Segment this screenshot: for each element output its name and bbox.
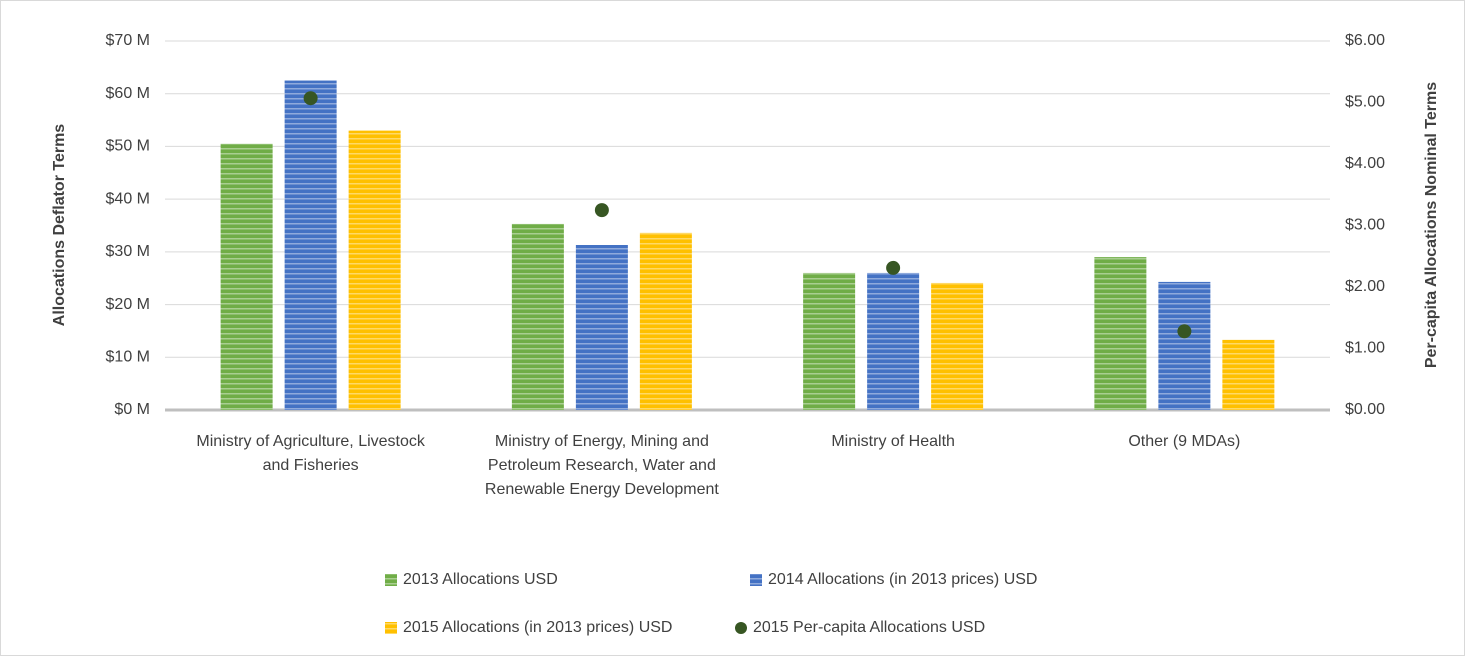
y-tick-label: $40 M — [106, 190, 150, 207]
y2-tick-label: $4.00 — [1345, 155, 1385, 172]
y2-tick-label: $3.00 — [1345, 217, 1385, 234]
y2-tick-label: $1.00 — [1345, 340, 1385, 357]
bar — [1222, 339, 1275, 410]
y-tick-label: $20 M — [106, 296, 150, 313]
data-point — [1177, 324, 1192, 339]
bar — [803, 272, 856, 410]
x-tick-label: Ministry of Health — [831, 433, 955, 450]
legend-label: 2013 Allocations USD — [403, 571, 558, 588]
bar — [1158, 281, 1211, 410]
x-tick-label: Other (9 MDAs) — [1128, 433, 1241, 450]
x-tick-label: Ministry of Energy, Mining and Petroleum… — [484, 433, 719, 498]
y-tick-label: $70 M — [106, 32, 150, 49]
y-tick-label: $60 M — [106, 85, 150, 102]
bar — [511, 223, 564, 410]
y2-tick-label: $0.00 — [1345, 401, 1385, 418]
y2-tick-label: $6.00 — [1345, 32, 1385, 49]
bar — [284, 80, 337, 411]
bar — [639, 232, 692, 410]
data-point — [594, 203, 609, 218]
y2-tick-label: $5.00 — [1345, 94, 1385, 111]
legend-marker — [735, 622, 747, 634]
x-tick-label: Ministry of Agriculture, Livestock and F… — [196, 433, 425, 474]
y2-tick-label: $2.00 — [1345, 278, 1385, 295]
bar — [1094, 257, 1147, 410]
y-tick-label: $30 M — [106, 243, 150, 260]
y-tick-label: $10 M — [106, 349, 150, 366]
y-tick-label: $50 M — [106, 138, 150, 155]
y-axis-title: Allocations Deflator Terms — [51, 124, 68, 327]
legend-label: 2015 Allocations (in 2013 prices) USD — [403, 619, 672, 636]
y-tick-label: $0 M — [114, 401, 150, 418]
legend-label: 2014 Allocations (in 2013 prices) USD — [768, 571, 1037, 588]
y2-axis-title: Per-capita Allocations Nominal Terms — [1423, 82, 1440, 368]
bar — [220, 143, 273, 411]
data-point — [886, 260, 901, 275]
bar — [348, 130, 401, 410]
legend-marker — [385, 574, 397, 586]
legend-marker — [385, 622, 397, 634]
bar — [867, 272, 920, 410]
bar — [931, 282, 984, 410]
data-point — [303, 91, 318, 106]
bar — [575, 245, 628, 410]
legend-label: 2015 Per-capita Allocations USD — [753, 619, 985, 636]
legend-marker — [750, 574, 762, 586]
